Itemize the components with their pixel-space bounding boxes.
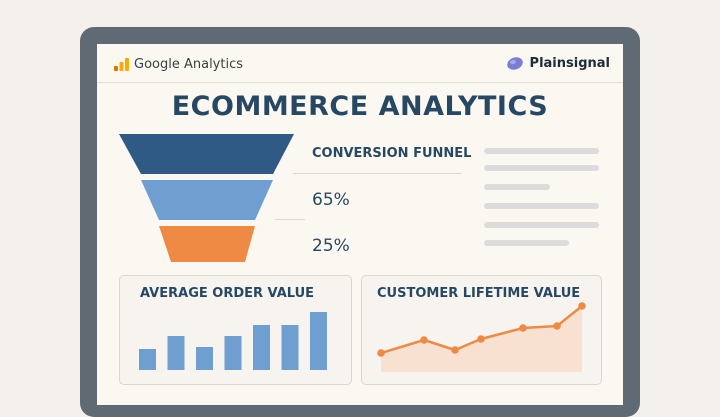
- aov-bar: [281, 325, 299, 370]
- aov-bar: [139, 349, 156, 370]
- google-analytics-label: Google Analytics: [134, 57, 244, 72]
- funnel-divider: [293, 173, 461, 174]
- clv-point: [519, 324, 527, 332]
- customer-lifetime-value-card: CUSTOMER LIFETIME VALUE: [361, 275, 602, 385]
- funnel-stage-1: [119, 134, 294, 174]
- average-order-value-card: AVERAGE ORDER VALUE: [119, 275, 352, 385]
- funnel-title: CONVERSION FUNNEL: [312, 146, 472, 161]
- aov-bar: [224, 336, 242, 370]
- customer-lifetime-value-chart: [377, 302, 586, 372]
- placeholder-line: [484, 148, 599, 154]
- plainsignal-label: Plainsignal: [529, 56, 610, 71]
- placeholder-line: [484, 184, 550, 190]
- aov-bar: [196, 347, 213, 370]
- placeholder-line: [484, 240, 569, 246]
- clv-point: [578, 302, 586, 310]
- funnel-divider: [275, 219, 305, 220]
- clv-point: [553, 322, 561, 330]
- dashboard-screen: Google Analytics Plainsignal ECOMMERCE A…: [97, 44, 623, 405]
- clv-point: [377, 349, 385, 357]
- average-order-value-chart: [139, 312, 327, 370]
- clv-point: [477, 335, 485, 343]
- funnel-stage-3: [159, 226, 255, 262]
- analytics-bars-icon: [114, 58, 129, 71]
- placeholder-line: [484, 222, 599, 228]
- funnel-stage-2-label: 65%: [312, 190, 350, 210]
- conversion-funnel: [119, 134, 294, 262]
- aov-bar: [167, 336, 185, 370]
- plainsignal-icon: [506, 57, 523, 70]
- page-title: ECOMMERCE ANALYTICS: [171, 91, 549, 122]
- placeholder-line: [484, 165, 599, 171]
- funnel-stage-3-label: 25%: [312, 236, 350, 256]
- customer-lifetime-value-title: CUSTOMER LIFETIME VALUE: [377, 286, 581, 301]
- aov-bar: [253, 325, 270, 370]
- aov-bar: [310, 312, 327, 370]
- placeholder-line: [484, 203, 599, 209]
- google-analytics-logo: Google Analytics: [114, 57, 243, 72]
- average-order-value-title: AVERAGE ORDER VALUE: [140, 286, 315, 301]
- header-bar: Google Analytics Plainsignal: [97, 44, 623, 83]
- funnel-stage-2: [141, 180, 273, 220]
- plainsignal-logo: Plainsignal: [506, 56, 610, 71]
- clv-point: [420, 336, 428, 344]
- clv-point: [451, 346, 459, 354]
